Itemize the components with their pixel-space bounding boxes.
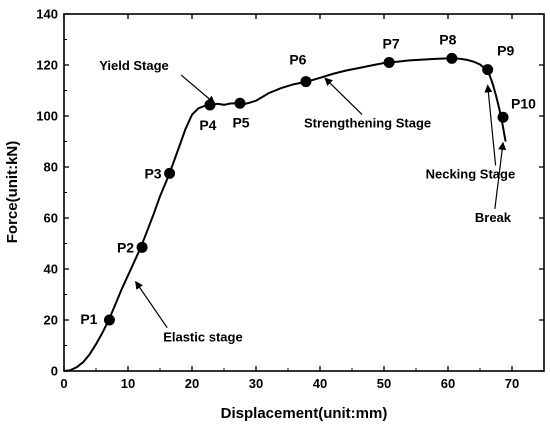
x-tick-label: 0 bbox=[60, 376, 67, 391]
data-point-p4 bbox=[204, 99, 216, 111]
y-axis-title: Force(unit:kN) bbox=[4, 141, 21, 244]
point-label: P10 bbox=[511, 95, 536, 111]
data-point-p5 bbox=[234, 97, 246, 109]
annotation-label: Break bbox=[475, 210, 512, 225]
annotation-arrow bbox=[135, 280, 168, 329]
annotation-arrow bbox=[494, 141, 507, 209]
y-tick-label: 100 bbox=[36, 109, 58, 124]
data-point-p6 bbox=[300, 76, 312, 88]
stage-annotations: Yield Stage Strengthening Stage Necking St… bbox=[99, 58, 515, 345]
point-label: P2 bbox=[117, 239, 134, 255]
point-label: P6 bbox=[289, 52, 306, 68]
x-axis-title: Displacement(unit:mm) bbox=[221, 405, 388, 422]
point-label: P4 bbox=[199, 117, 216, 133]
force-displacement-curve bbox=[63, 57, 507, 372]
y-axis-ticks: 0 20 40 60 80 100 120 140 bbox=[36, 7, 544, 379]
annotation-label: Elastic stage bbox=[163, 330, 243, 345]
data-point-p7 bbox=[383, 56, 395, 68]
data-point-p2 bbox=[136, 241, 148, 253]
annotation-arrow bbox=[484, 84, 497, 166]
x-tick-label: 50 bbox=[377, 376, 391, 391]
point-label: P1 bbox=[80, 311, 97, 327]
x-tick-label: 20 bbox=[185, 376, 199, 391]
point-label: P5 bbox=[232, 114, 249, 130]
x-tick-label: 10 bbox=[121, 376, 135, 391]
x-tick-label: 70 bbox=[505, 376, 519, 391]
point-label: P7 bbox=[383, 35, 400, 51]
data-point-p8 bbox=[446, 52, 458, 64]
x-axis-ticks: 0 10 20 30 40 50 60 70 bbox=[60, 14, 519, 391]
y-tick-label: 0 bbox=[51, 364, 58, 379]
data-point-p1 bbox=[103, 314, 115, 326]
x-tick-label: 40 bbox=[313, 376, 327, 391]
y-tick-label: 80 bbox=[44, 160, 58, 175]
x-tick-label: 60 bbox=[441, 376, 455, 391]
y-tick-label: 40 bbox=[44, 262, 58, 277]
y-tick-label: 140 bbox=[36, 7, 58, 22]
data-point-p10 bbox=[497, 111, 509, 123]
annotation-arrow bbox=[324, 77, 363, 115]
data-point-p9 bbox=[482, 64, 494, 76]
point-label: P8 bbox=[439, 31, 456, 47]
annotation-label: Necking Stage bbox=[426, 166, 516, 181]
annotation-label: Yield Stage bbox=[99, 58, 169, 73]
y-tick-label: 120 bbox=[36, 58, 58, 73]
annotation-arrow bbox=[180, 74, 216, 104]
point-label: P9 bbox=[497, 43, 514, 59]
x-tick-label: 30 bbox=[249, 376, 263, 391]
data-points: P1 P2 P3 P4 P5 P6 P7 P8 P9 P10 bbox=[80, 31, 536, 327]
y-tick-label: 20 bbox=[44, 313, 58, 328]
annotation-label: Strengthening Stage bbox=[304, 115, 431, 130]
data-point-p3 bbox=[164, 167, 176, 179]
y-tick-label: 60 bbox=[44, 211, 58, 226]
point-label: P3 bbox=[144, 165, 161, 181]
